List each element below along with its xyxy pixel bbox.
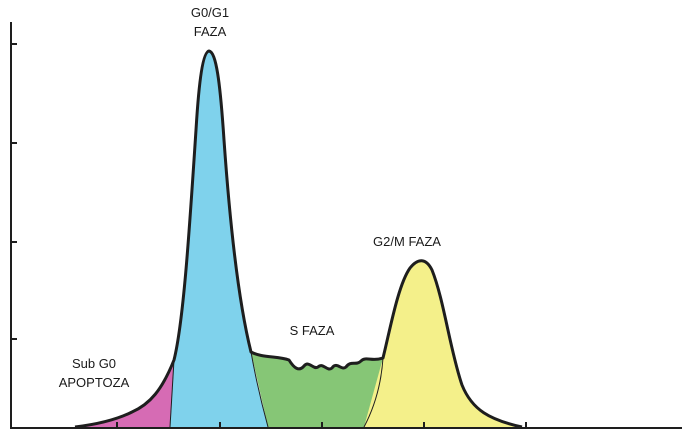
label-g0-g1-line2: FAZA [193, 24, 227, 39]
label-g0-g1-line1: G0/G1 [190, 5, 230, 20]
label-s-phase-line1: S FAZA [289, 323, 335, 338]
separator-s-g2m [363, 357, 384, 428]
label-sub-g0-line1: Sub G0 [71, 356, 117, 371]
axes [10, 22, 682, 429]
sub-g0-apoptosis-region [75, 360, 174, 427]
label-sub-g0-line2: APOPTOZA [58, 375, 130, 390]
label-sub-g0: Sub G0 APOPTOZA [44, 354, 144, 392]
g2-m-peak-region [364, 260, 522, 427]
g0-g1-peak-region [170, 51, 268, 427]
label-g2-m: G2/M FAZA [352, 232, 462, 251]
histogram-outline [74, 49, 523, 429]
axis-ticks [11, 43, 527, 428]
separator-g0g1-s [250, 351, 269, 428]
separator-subg0-g0g1 [169, 359, 175, 428]
label-g2-m-line1: G2/M FAZA [373, 234, 441, 249]
s-phase-region [251, 352, 383, 427]
label-g0-g1: G0/G1 FAZA [170, 3, 250, 41]
label-s-phase: S FAZA [272, 321, 352, 340]
